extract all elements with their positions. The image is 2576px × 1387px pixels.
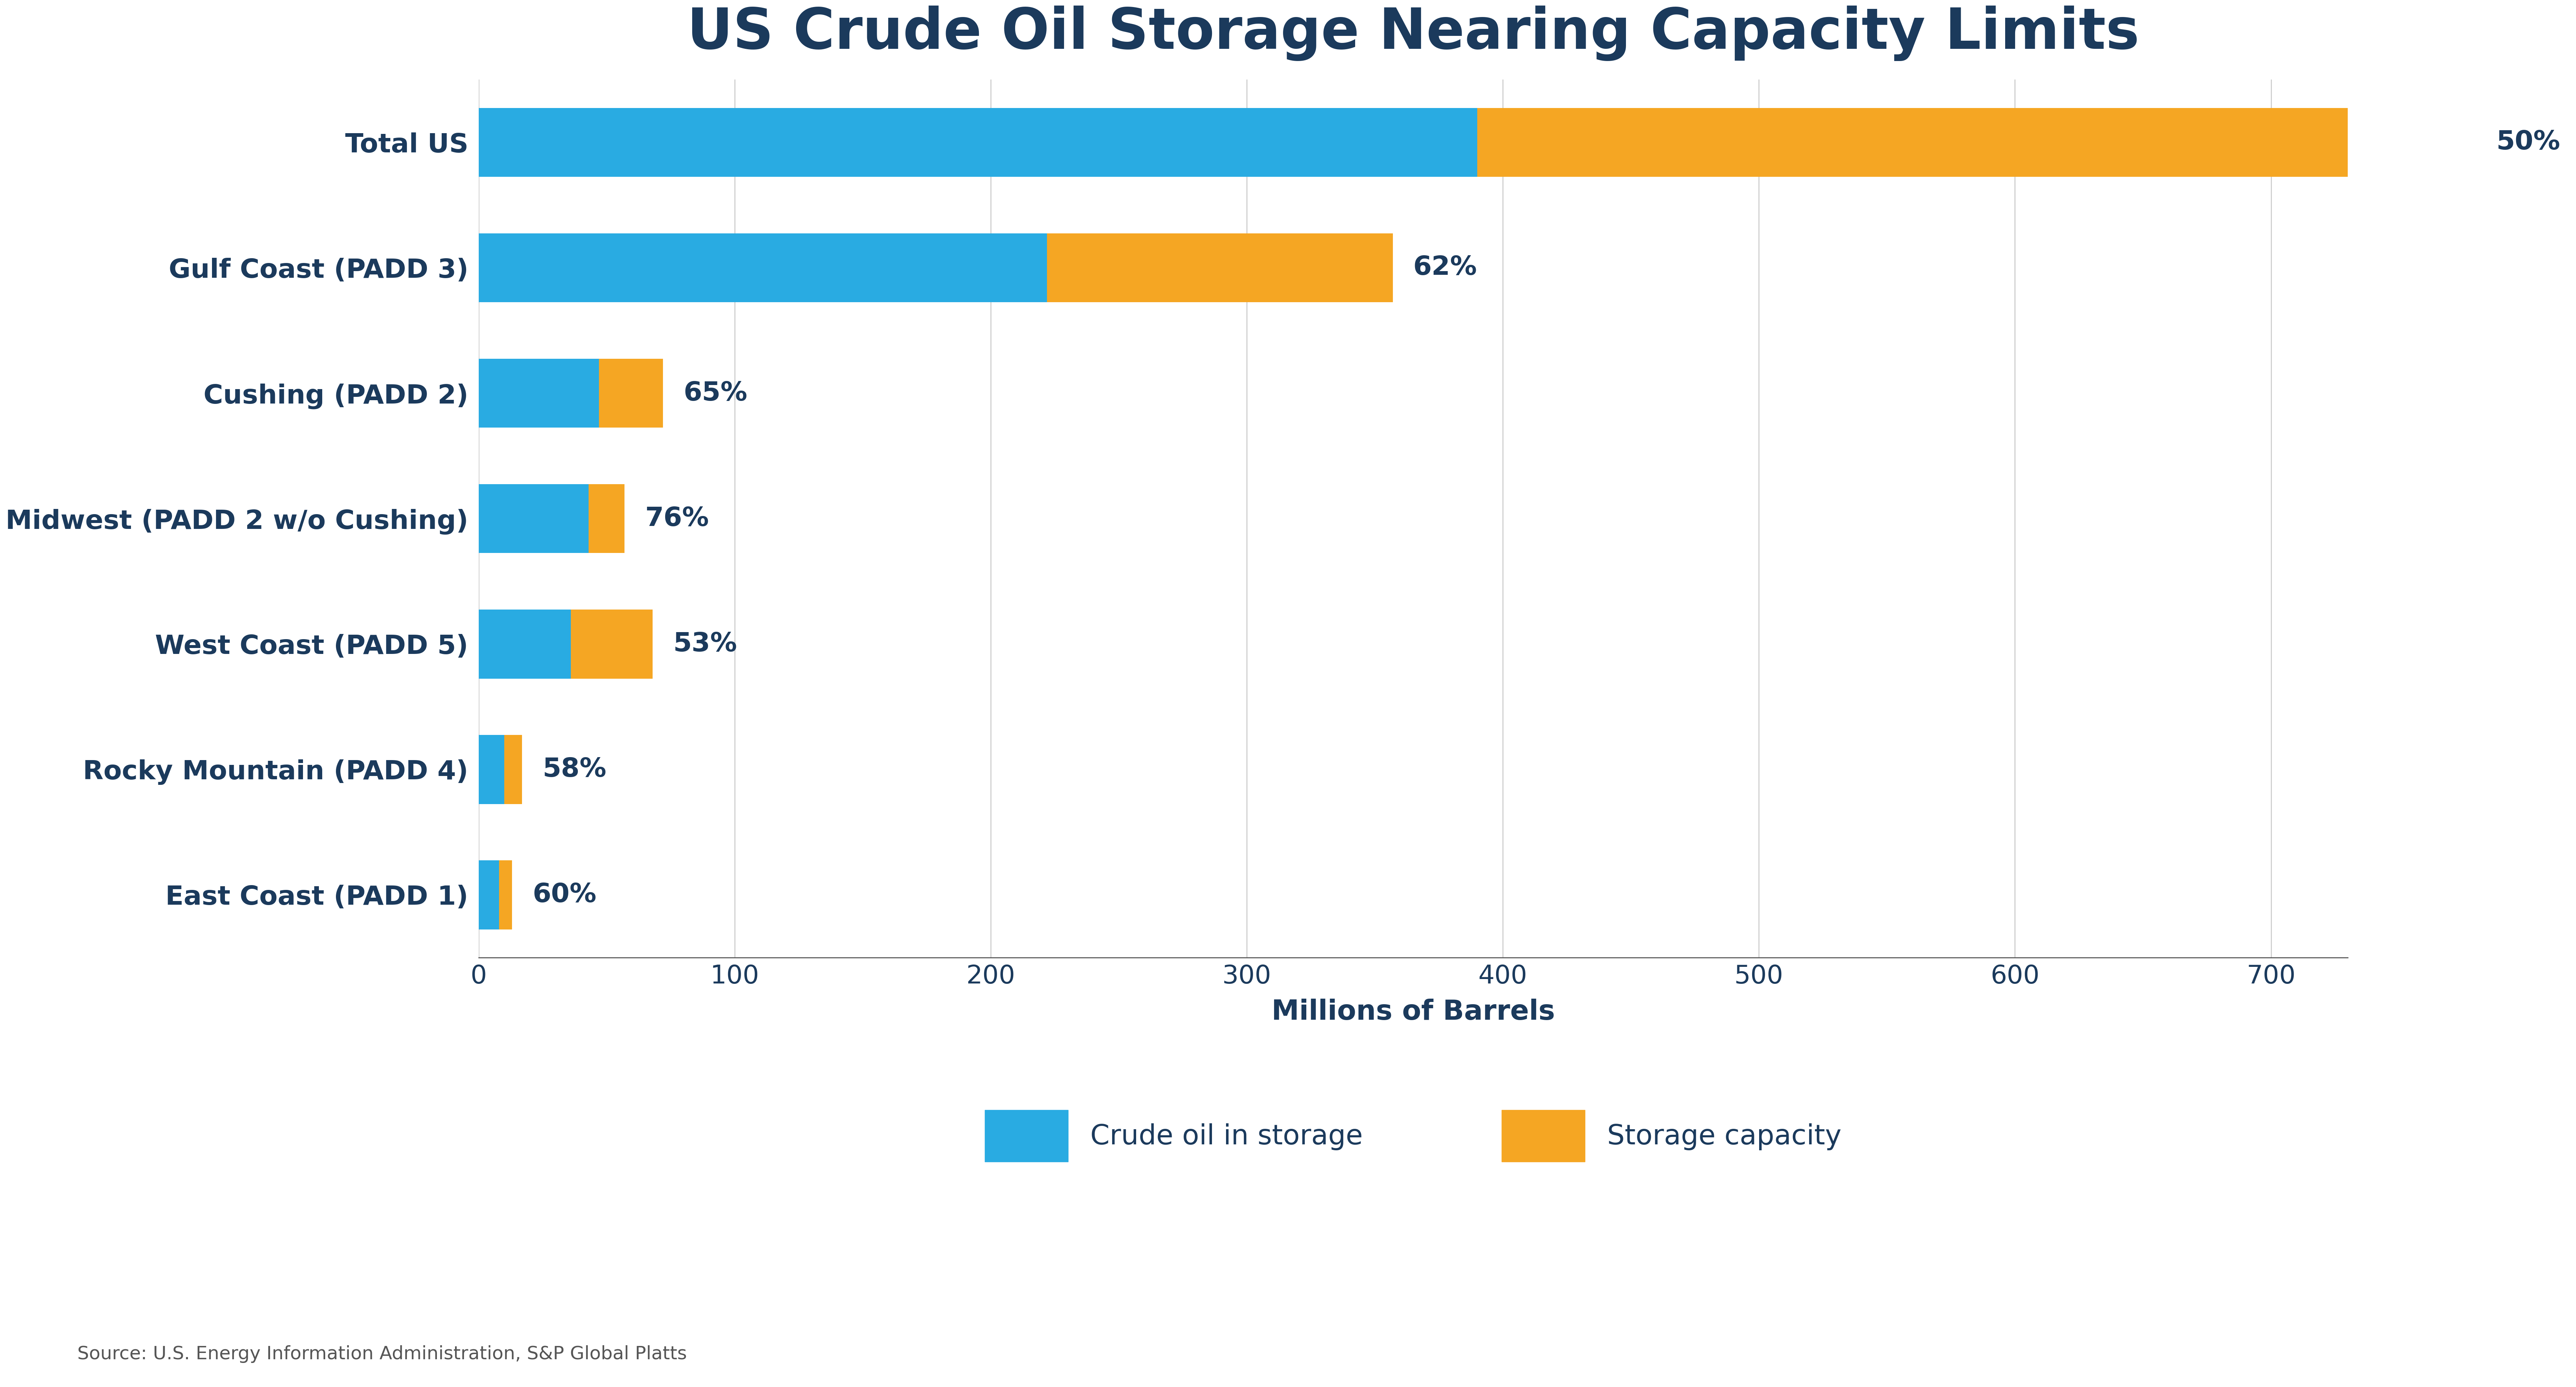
Bar: [500, 860, 513, 929]
X-axis label: Millions of Barrels: Millions of Barrels: [1273, 999, 1556, 1026]
Bar: [590, 484, 623, 553]
Bar: [505, 735, 523, 804]
Bar: [479, 233, 1046, 302]
Text: 50%: 50%: [2496, 129, 2561, 155]
Bar: [479, 108, 1476, 178]
Bar: [479, 609, 572, 678]
Text: Source: U.S. Energy Information Administration, S&P Global Platts: Source: U.S. Energy Information Administ…: [77, 1345, 688, 1363]
Bar: [572, 609, 652, 678]
Bar: [1046, 233, 1394, 302]
Bar: [479, 359, 600, 427]
Bar: [479, 484, 590, 553]
Text: 60%: 60%: [533, 882, 598, 907]
Bar: [479, 735, 505, 804]
Bar: [1476, 108, 2476, 178]
Text: 58%: 58%: [544, 757, 605, 782]
Text: 62%: 62%: [1414, 255, 1476, 280]
Bar: [479, 860, 500, 929]
Legend: Crude oil in storage, Storage capacity: Crude oil in storage, Storage capacity: [958, 1082, 1870, 1190]
Text: 76%: 76%: [644, 506, 708, 531]
Text: 53%: 53%: [672, 631, 737, 657]
Bar: [600, 359, 662, 427]
Title: US Crude Oil Storage Nearing Capacity Limits: US Crude Oil Storage Nearing Capacity Li…: [688, 6, 2141, 61]
Text: 65%: 65%: [683, 380, 747, 406]
